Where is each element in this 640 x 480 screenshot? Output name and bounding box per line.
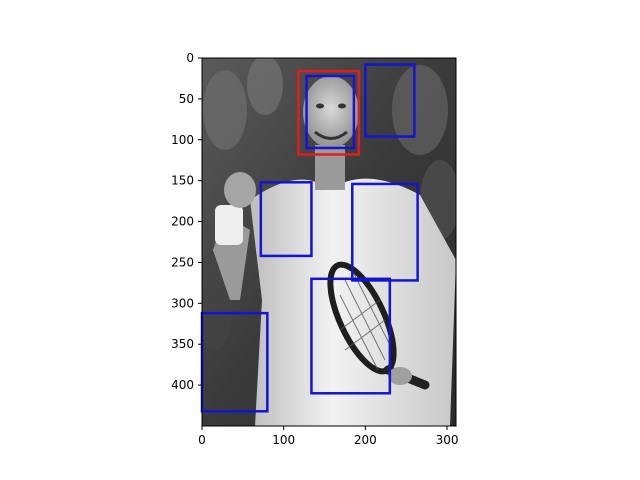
x-axis: 0 100 200 300 [198,426,458,447]
photo [202,58,456,426]
y-tick-label: 250 [171,255,194,269]
bounding-box-3 [364,63,416,138]
bounding-box-6 [310,277,392,395]
y-tick-label: 150 [171,174,194,188]
bounding-box-2 [305,74,356,150]
y-tick-label: 50 [179,92,194,106]
bounding-box-1 [297,69,361,156]
y-tick-label: 200 [171,215,194,229]
bounding-box-5 [351,182,419,282]
y-tick-label: 100 [171,133,194,147]
bounding-box-4 [259,181,313,258]
axes-frame [201,57,457,427]
x-tick-label: 0 [198,433,206,447]
y-tick-label: 400 [171,378,194,392]
y-tick-label: 300 [171,296,194,310]
y-axis: 0 50 100 150 200 250 300 350 400 [171,51,202,392]
y-tick-label: 0 [186,51,194,65]
x-tick-label: 300 [436,433,459,447]
bounding-boxes [200,63,419,413]
y-tick-label: 350 [171,337,194,351]
x-tick-label: 100 [272,433,295,447]
x-tick-label: 200 [354,433,377,447]
